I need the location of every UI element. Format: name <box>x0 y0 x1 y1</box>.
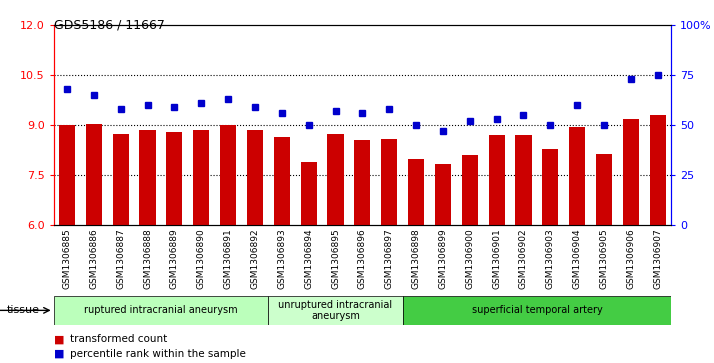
Text: GSM1306891: GSM1306891 <box>223 229 233 289</box>
Text: GSM1306901: GSM1306901 <box>492 229 501 289</box>
Text: GSM1306903: GSM1306903 <box>545 229 555 289</box>
Text: GSM1306905: GSM1306905 <box>600 229 608 289</box>
Text: unruptured intracranial
aneurysm: unruptured intracranial aneurysm <box>278 299 393 321</box>
Bar <box>354 140 371 225</box>
Bar <box>268 296 403 325</box>
Bar <box>623 119 639 225</box>
Bar <box>59 125 75 225</box>
Text: GSM1306888: GSM1306888 <box>143 229 152 289</box>
Text: tissue: tissue <box>7 305 40 315</box>
Bar <box>86 123 102 225</box>
Text: GSM1306889: GSM1306889 <box>170 229 179 289</box>
Text: GSM1306906: GSM1306906 <box>626 229 635 289</box>
Text: GSM1306890: GSM1306890 <box>197 229 206 289</box>
Text: GSM1306895: GSM1306895 <box>331 229 340 289</box>
Bar <box>650 115 665 225</box>
Text: GDS5186 / 11667: GDS5186 / 11667 <box>54 18 164 31</box>
Text: percentile rank within the sample: percentile rank within the sample <box>70 349 246 359</box>
Bar <box>301 162 317 225</box>
Bar <box>516 135 531 225</box>
Bar <box>569 127 585 225</box>
Bar <box>273 137 290 225</box>
Bar <box>488 135 505 225</box>
Bar <box>462 155 478 225</box>
Text: GSM1306897: GSM1306897 <box>385 229 393 289</box>
Text: GSM1306898: GSM1306898 <box>411 229 421 289</box>
Text: ruptured intracranial aneurysm: ruptured intracranial aneurysm <box>84 305 238 315</box>
Bar <box>381 139 397 225</box>
Text: GSM1306887: GSM1306887 <box>116 229 125 289</box>
Bar <box>542 148 558 225</box>
Text: GSM1306892: GSM1306892 <box>251 229 259 289</box>
Bar <box>113 134 129 225</box>
Text: GSM1306886: GSM1306886 <box>89 229 99 289</box>
Bar <box>139 130 156 225</box>
Bar <box>596 154 612 225</box>
Text: GSM1306902: GSM1306902 <box>519 229 528 289</box>
Bar <box>166 132 183 225</box>
Text: GSM1306896: GSM1306896 <box>358 229 367 289</box>
Bar <box>247 130 263 225</box>
Text: transformed count: transformed count <box>70 334 167 344</box>
Bar <box>435 163 451 225</box>
Text: superficial temporal artery: superficial temporal artery <box>471 305 603 315</box>
Text: GSM1306907: GSM1306907 <box>653 229 662 289</box>
Text: ■: ■ <box>54 334 64 344</box>
Text: GSM1306899: GSM1306899 <box>438 229 448 289</box>
Bar <box>193 130 209 225</box>
Text: GSM1306900: GSM1306900 <box>466 229 474 289</box>
Bar <box>328 134 343 225</box>
Bar <box>403 296 671 325</box>
Text: GSM1306904: GSM1306904 <box>573 229 582 289</box>
Bar <box>220 125 236 225</box>
Bar <box>54 296 268 325</box>
Bar <box>408 159 424 225</box>
Text: GSM1306893: GSM1306893 <box>277 229 286 289</box>
Text: GSM1306885: GSM1306885 <box>63 229 71 289</box>
Text: GSM1306894: GSM1306894 <box>304 229 313 289</box>
Text: ■: ■ <box>54 349 64 359</box>
